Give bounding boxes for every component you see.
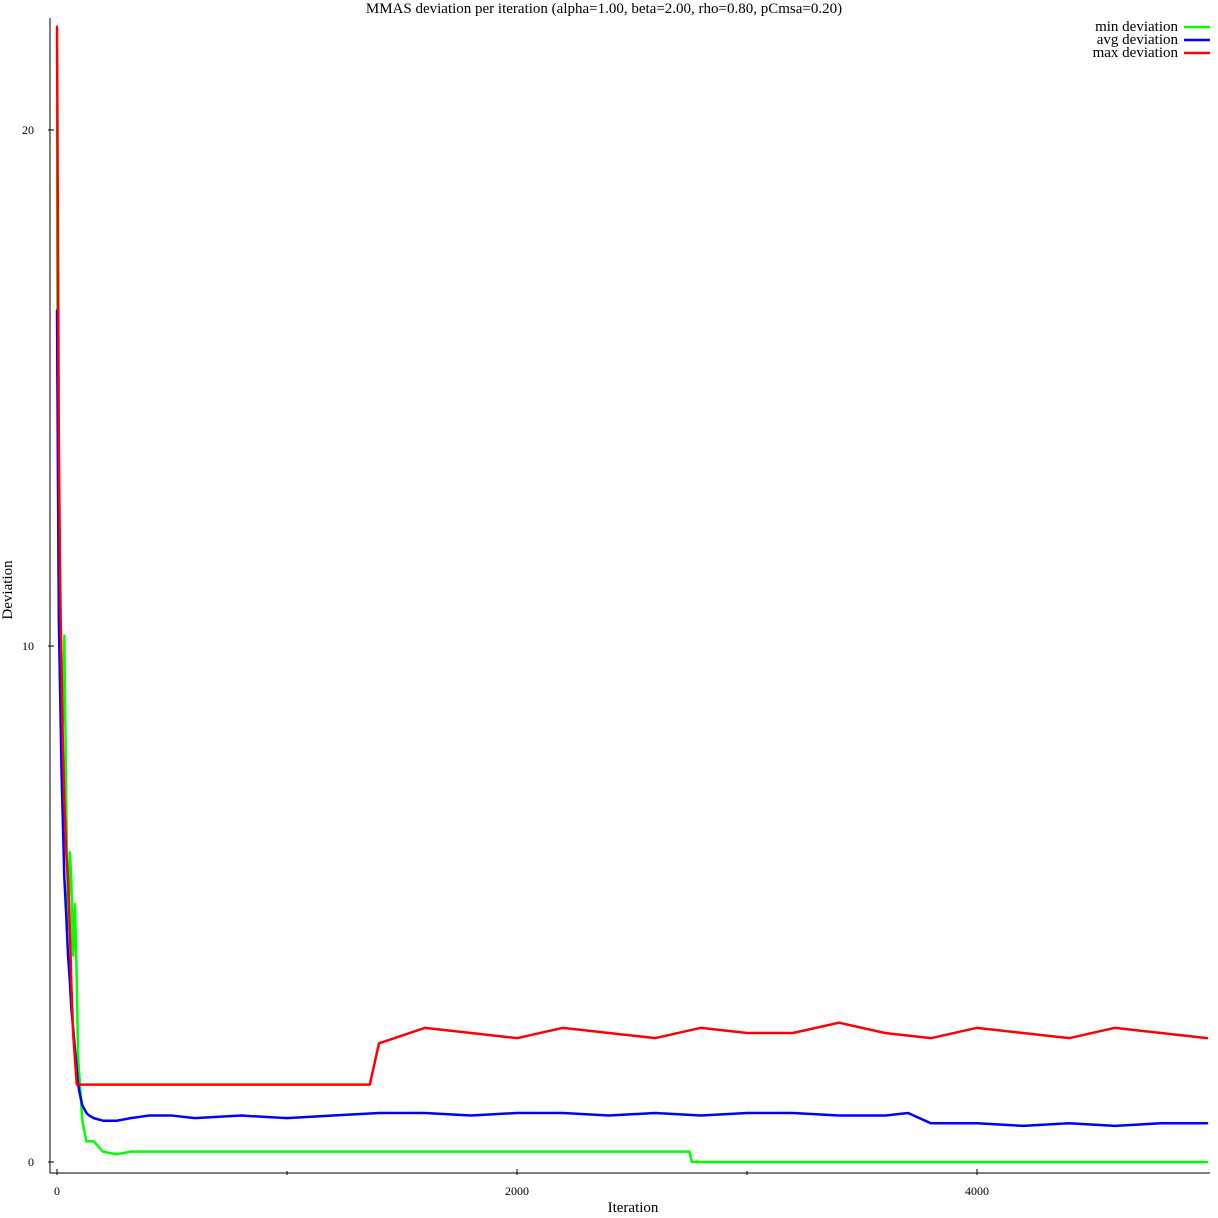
legend-label-1: avg deviation bbox=[1097, 32, 1179, 48]
series-line-2 bbox=[55, 25, 1209, 1086]
x-axis-label: Iteration bbox=[608, 1200, 659, 1216]
y-axis-label: Deviation bbox=[0, 560, 16, 620]
x-tick-label-2000: 2000 bbox=[505, 1184, 529, 1198]
legend-label-0: min deviation bbox=[1095, 19, 1178, 35]
axes-layer: 0 10 20 0 2000 4000 bbox=[22, 123, 989, 1198]
x-tick-label-0: 0 bbox=[54, 1184, 60, 1198]
y-tick-label-10: 10 bbox=[22, 639, 34, 653]
y-tick-label-0: 0 bbox=[28, 1155, 34, 1169]
series-layer bbox=[55, 25, 1209, 1164]
y-tick-label-20: 20 bbox=[22, 123, 34, 137]
series-line-0 bbox=[55, 102, 1209, 1164]
plot-frame bbox=[49, 18, 1210, 1174]
series-line-1 bbox=[55, 309, 1209, 1128]
chart-title: MMAS deviation per iteration (alpha=1.00… bbox=[366, 1, 842, 17]
x-tick-label-4000: 4000 bbox=[965, 1184, 989, 1198]
legend-label-2: max deviation bbox=[1093, 45, 1179, 61]
